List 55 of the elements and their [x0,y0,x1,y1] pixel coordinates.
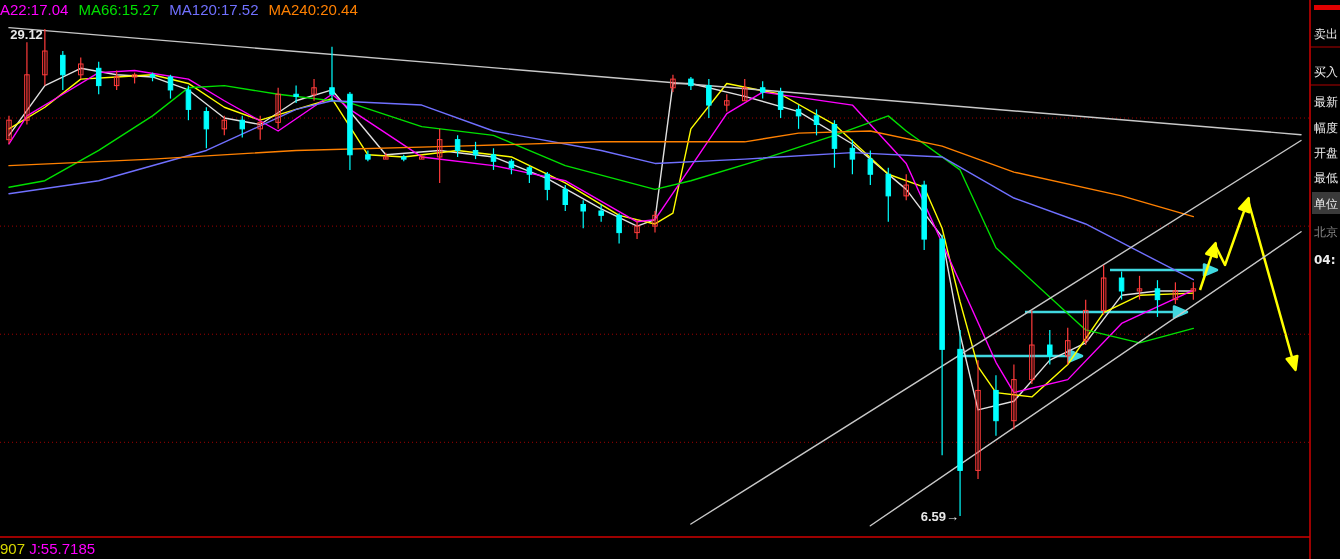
candlestick [221,115,228,136]
candlestick [634,219,640,240]
candlestick [436,128,443,184]
text: A22:17.04 [0,1,69,18]
candlestick [741,78,748,102]
candlestick [1082,299,1089,346]
candlestick [24,41,30,126]
text: MA66:15.27 [78,1,160,18]
candlestick [257,115,263,141]
text: MA120:17.52 [169,1,259,18]
candlestick [454,134,461,158]
candlestick [95,61,102,95]
candlestick [185,85,192,121]
candlestick [311,78,317,102]
candlestick [60,50,66,91]
candlestick [203,106,210,149]
candlestick [1136,275,1143,301]
candlestick [113,69,120,91]
candlestick [903,173,909,201]
candlestick [544,171,551,201]
candlestick [795,104,802,130]
annotation: 29.12 [10,26,43,42]
candlestick [1047,329,1053,366]
candlestick [1100,264,1107,316]
candlestick [78,56,84,80]
candlestick [1029,309,1035,385]
candlestick [670,74,676,93]
candlestick [1118,270,1125,301]
candlestick [885,167,892,223]
candlestick [652,210,658,234]
candlestick [1065,327,1071,366]
candlestick [975,359,981,480]
candlestick [239,115,245,139]
text: MA240:20.44 [268,1,358,18]
candlestick [6,115,12,145]
candlestick [293,85,299,104]
candlestick [275,87,281,130]
candlestick [329,46,335,102]
candlestick [777,87,784,119]
side-panel: 卖出 买入 最新 幅度 开盘 最低 单位 北京 04: [1309,5,1340,267]
candlestick [580,199,586,229]
candlestick [813,108,820,136]
candlestick [616,212,622,245]
candlestick [167,74,174,100]
candlestick [831,119,838,169]
candlestick [42,28,48,87]
text: 907 J:55.7185 [0,540,96,557]
candlestick [849,139,856,175]
candlestick [1172,281,1179,305]
candlestick [867,149,874,186]
candlestick [562,184,569,212]
candlestick [706,78,712,119]
candlestick [490,147,497,171]
candlestick [1011,363,1017,430]
annotation: 6.59→ [920,509,960,525]
